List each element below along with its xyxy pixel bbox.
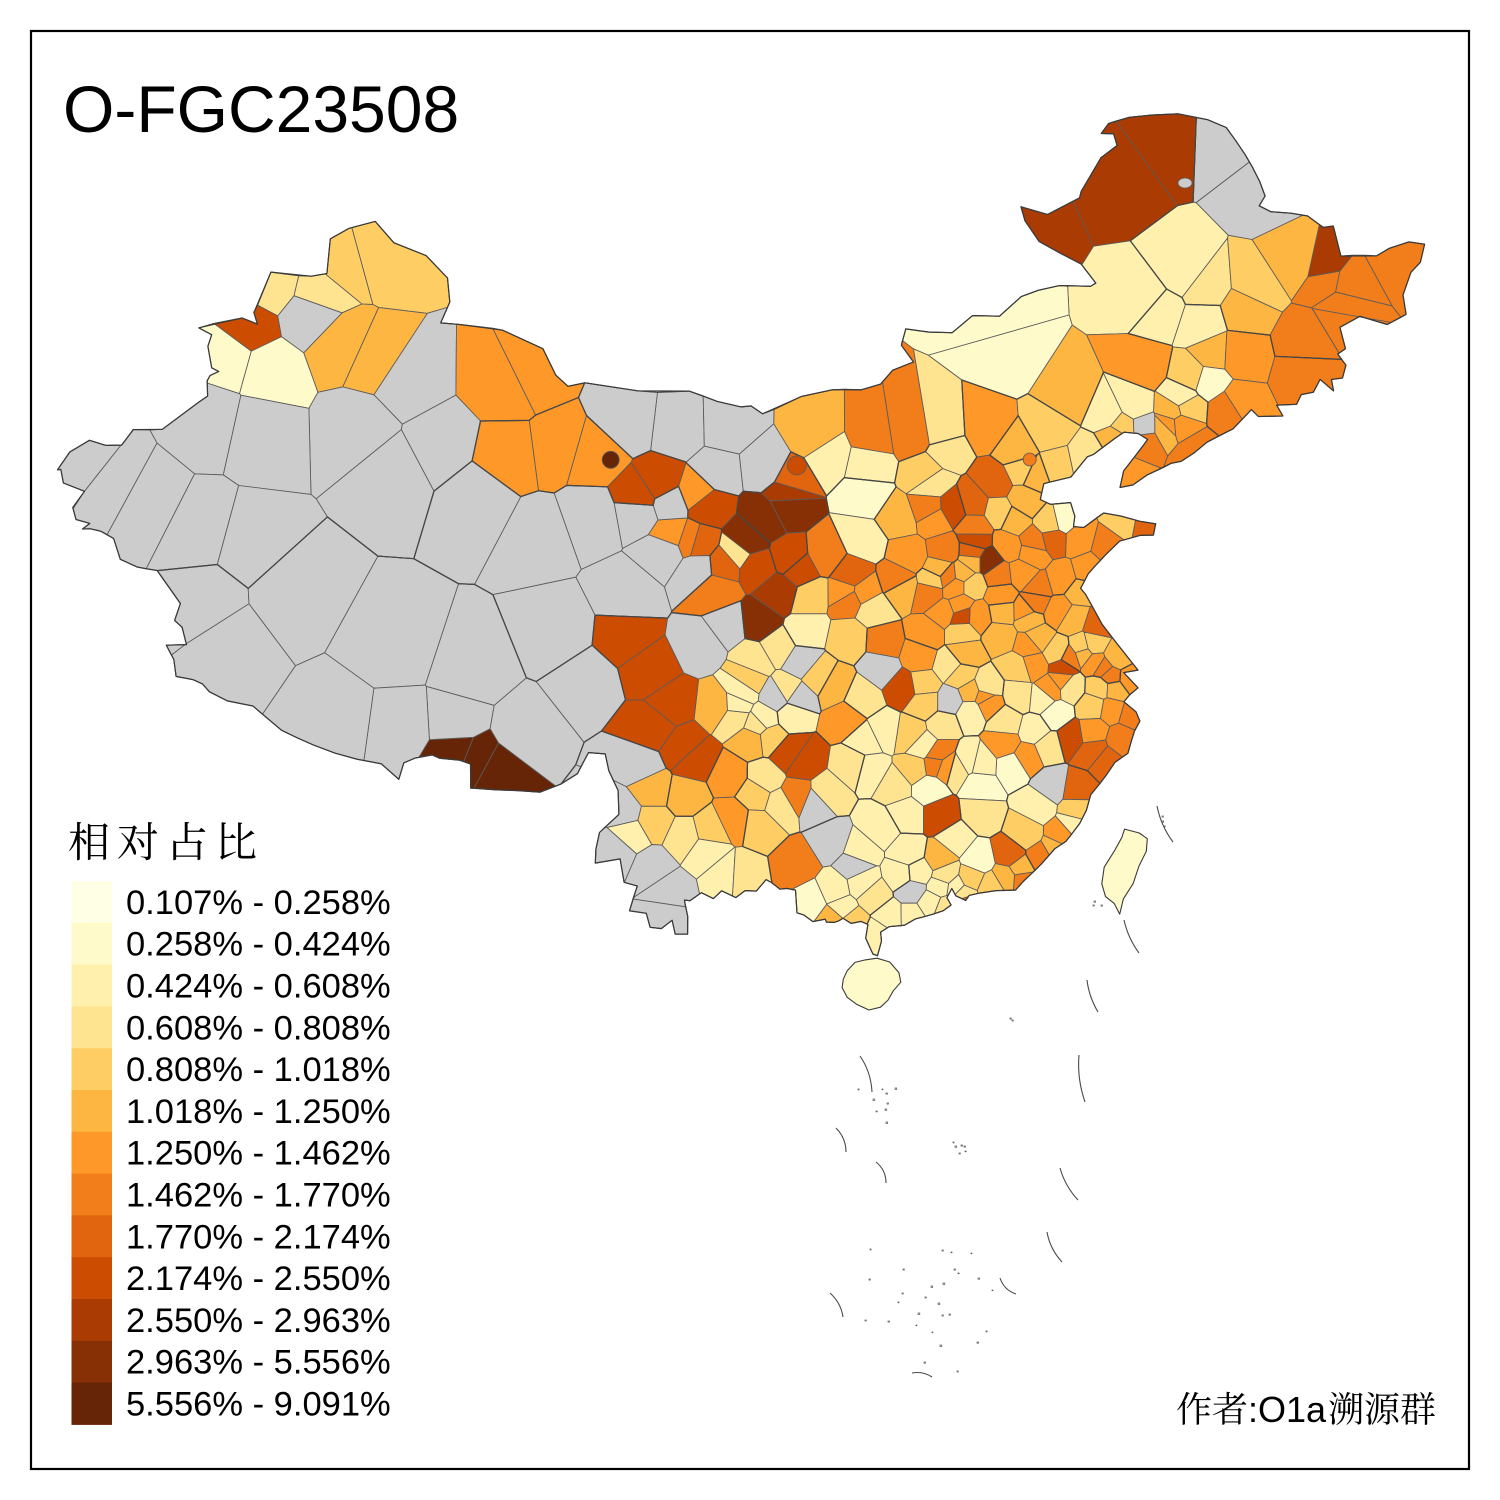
svg-text:1.250% - 1.462%: 1.250% - 1.462%: [126, 1135, 391, 1173]
svg-text:1.018% - 1.250%: 1.018% - 1.250%: [126, 1093, 391, 1131]
svg-text:1.770% - 2.174%: 1.770% - 2.174%: [126, 1218, 391, 1256]
svg-text:2.550% - 2.963%: 2.550% - 2.963%: [126, 1302, 391, 1340]
svg-text:0.424% - 0.608%: 0.424% - 0.608%: [126, 968, 391, 1006]
svg-text:O-FGC23508: O-FGC23508: [63, 72, 459, 146]
svg-text:0.258% - 0.424%: 0.258% - 0.424%: [126, 926, 391, 964]
svg-text:0.608% - 0.808%: 0.608% - 0.808%: [126, 1009, 391, 1047]
svg-text:0.107% - 0.258%: 0.107% - 0.258%: [126, 884, 391, 922]
svg-text:0.808% - 1.018%: 0.808% - 1.018%: [126, 1051, 391, 1089]
svg-text::O1a: :O1a: [1248, 1389, 1327, 1430]
svg-text:2.174% - 2.550%: 2.174% - 2.550%: [126, 1260, 391, 1298]
svg-text:5.556% - 9.091%: 5.556% - 9.091%: [126, 1386, 391, 1424]
svg-text:1.462% - 1.770%: 1.462% - 1.770%: [126, 1177, 391, 1215]
svg-text:2.963% - 5.556%: 2.963% - 5.556%: [126, 1344, 391, 1382]
